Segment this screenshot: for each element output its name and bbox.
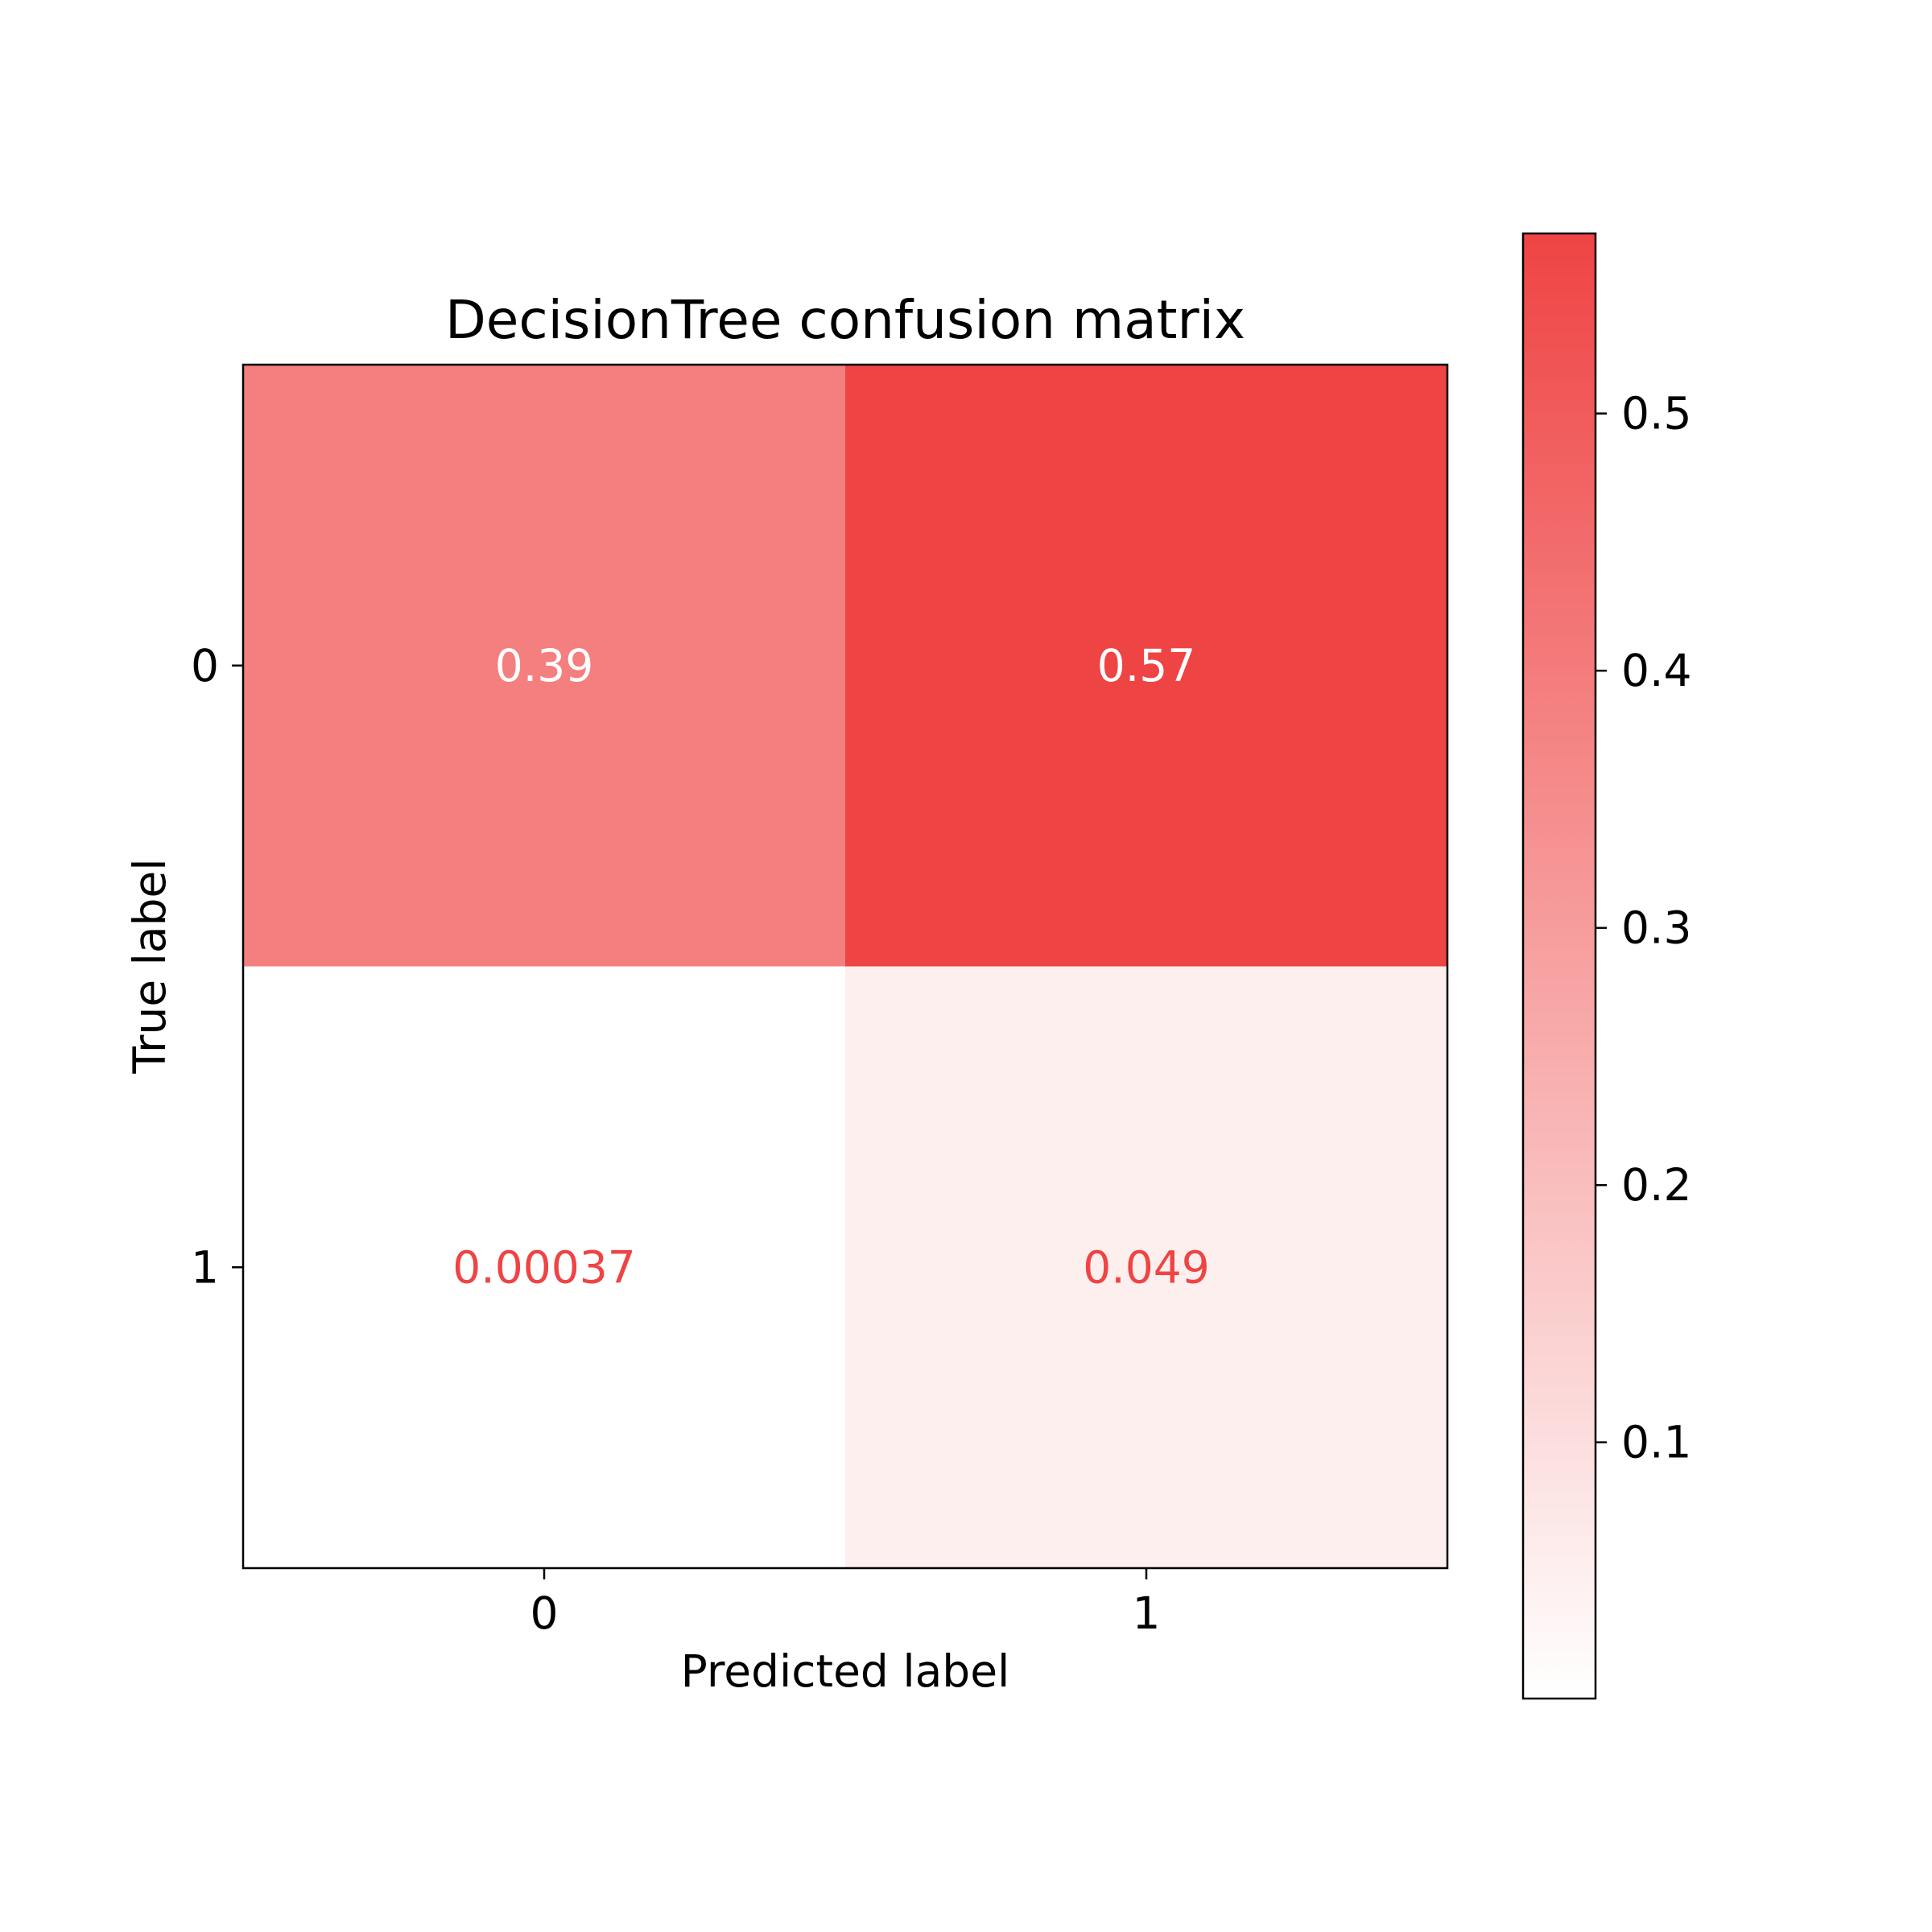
y-tick-label-0: 0 xyxy=(191,640,219,691)
heatmap-cell-r1-c0 xyxy=(243,966,846,1569)
cell-value-label-r0-c0: 0.39 xyxy=(495,640,593,691)
plot-frame xyxy=(242,363,1449,1570)
heatmap-cell-r0-c1 xyxy=(845,365,1448,967)
colorbar xyxy=(1521,232,1597,1700)
heatmap-cell-r1-c1 xyxy=(845,966,1448,1569)
colorbar-tick-label-0: 0.1 xyxy=(1621,1417,1691,1468)
y-axis-ticks: 01 xyxy=(191,640,243,1293)
cell-value-label-r1-c0: 0.00037 xyxy=(452,1241,635,1293)
colorbar-tick-label-3: 0.4 xyxy=(1621,645,1691,696)
x-tick-label-1: 1 xyxy=(1133,1587,1161,1639)
x-tick-label-0: 0 xyxy=(530,1587,559,1639)
colorbar-ticks: 0.1 0.2 0.3 0.4 0.5 xyxy=(1596,388,1691,1468)
cell-value-label-r1-c1: 0.049 xyxy=(1083,1241,1209,1293)
heatmap-cells xyxy=(243,365,1448,1569)
colorbar-tick-label-4: 0.5 xyxy=(1621,388,1691,440)
y-tick-label-1: 1 xyxy=(191,1241,219,1293)
colorbar-tick-label-2: 0.3 xyxy=(1621,902,1691,954)
cell-value-labels: 0.39 0.57 0.00037 0.049 xyxy=(452,640,1209,1294)
y-axis-label: True label xyxy=(124,858,175,1074)
cell-value-label-r0-c1: 0.57 xyxy=(1097,640,1195,691)
x-axis-label: Predicted label xyxy=(681,1645,1010,1697)
chart-title: DecisionTree confusion matrix xyxy=(445,289,1245,351)
heatmap-cell-r0-c0 xyxy=(243,365,846,967)
colorbar-tick-label-1: 0.2 xyxy=(1621,1159,1691,1211)
